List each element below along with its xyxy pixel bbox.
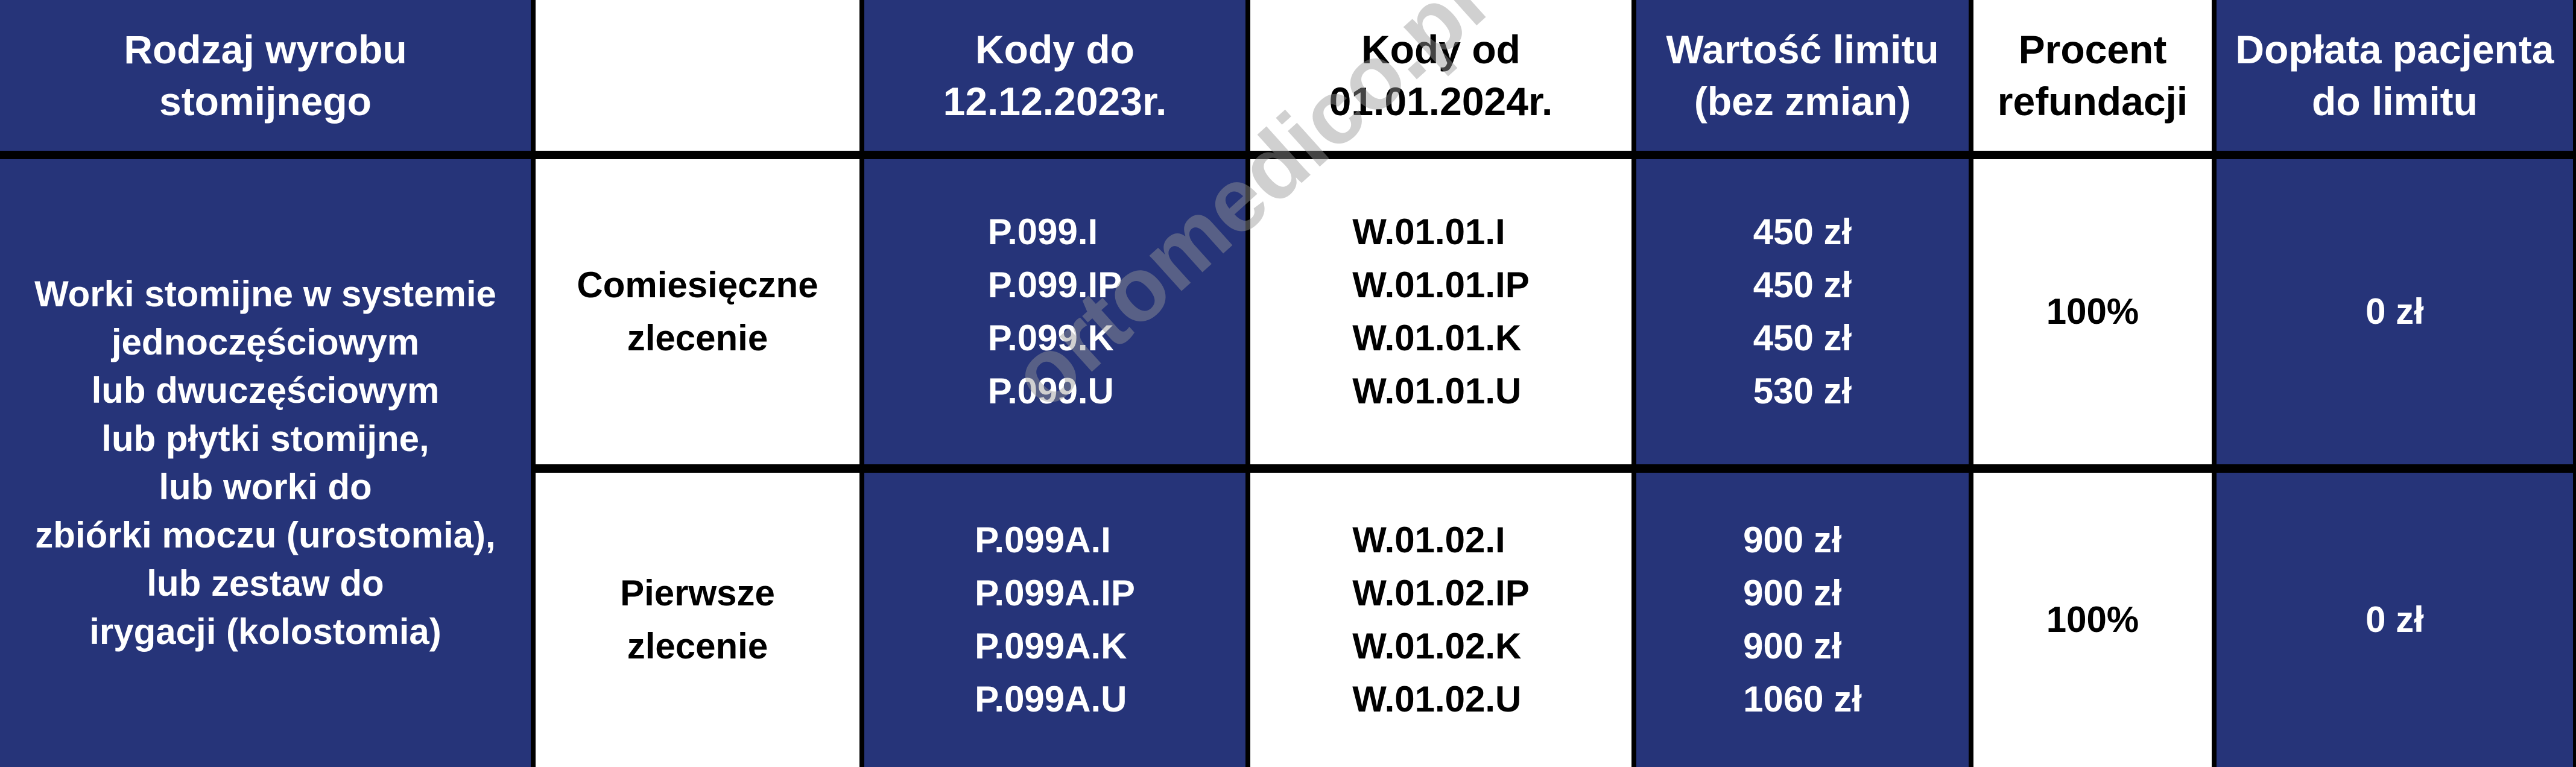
header-text: Rodzaj wyrobu	[124, 27, 407, 72]
code: W.01.01.I	[1352, 212, 1505, 252]
old-codes-monthly: P.099.I P.099.IP P.099.K P.099.U	[864, 159, 1245, 464]
header-text: 12.12.2023r.	[943, 79, 1167, 124]
header-text: Wartość limitu	[1666, 27, 1939, 72]
header-new-codes: Kody od 01.01.2024r.	[1250, 0, 1631, 151]
order-text: zlecenie	[627, 318, 768, 358]
header-text: 01.01.2024r.	[1329, 79, 1553, 124]
refund-monthly: 100%	[1973, 159, 2212, 464]
limit-value: 900 zł	[1743, 520, 1842, 560]
copay-value: 0 zł	[2366, 291, 2424, 332]
code: W.01.02.IP	[1352, 573, 1530, 613]
product-line: jednoczęściowym	[111, 322, 420, 362]
order-text: zlecenie	[627, 626, 768, 666]
refund-value: 100%	[2046, 599, 2139, 640]
code: W.01.01.K	[1352, 318, 1522, 358]
new-codes-monthly: W.01.01.I W.01.01.IP W.01.01.K W.01.01.U	[1250, 159, 1631, 464]
code: W.01.02.I	[1352, 520, 1505, 560]
order-type-first: Pierwsze zlecenie	[536, 473, 859, 767]
code: W.01.01.IP	[1352, 265, 1530, 305]
limit-value: 1060 zł	[1743, 679, 1862, 719]
header-limit: Wartość limitu (bez zmian)	[1636, 0, 1969, 151]
header-product-type: Rodzaj wyrobu stomijnego	[0, 0, 531, 151]
header-text: Kody od	[1361, 27, 1521, 72]
copay-first: 0 zł	[2217, 473, 2573, 767]
header-text: Kody do	[975, 27, 1135, 72]
header-text: Dopłata pacjenta	[2235, 27, 2554, 72]
limit-value: 530 zł	[1753, 371, 1852, 411]
header-text: refundacji	[1997, 79, 2188, 124]
header-text: do limitu	[2312, 79, 2478, 124]
code: P.099A.I	[975, 520, 1111, 560]
header-refund: Procent refundacji	[1973, 0, 2212, 151]
order-text: Comiesięczne	[577, 265, 818, 305]
code: P.099.U	[987, 371, 1114, 411]
copay-monthly: 0 zł	[2217, 159, 2573, 464]
order-text: Pierwsze	[620, 573, 775, 613]
refund-first: 100%	[1973, 473, 2212, 767]
limit-value: 900 zł	[1743, 573, 1842, 613]
order-type-monthly: Comiesięczne zlecenie	[536, 159, 859, 464]
code: P.099.K	[987, 318, 1114, 358]
header-text: stomijnego	[159, 79, 372, 124]
old-codes-first: P.099A.I P.099A.IP P.099A.K P.099A.U	[864, 473, 1245, 767]
product-line: lub płytki stomijne,	[101, 418, 429, 459]
limit-value: 450 zł	[1753, 212, 1852, 252]
code: P.099.I	[987, 212, 1098, 252]
product-line: zbiórki moczu (urostomia),	[35, 515, 496, 555]
copay-value: 0 zł	[2366, 599, 2424, 640]
new-codes-first: W.01.02.I W.01.02.IP W.01.02.K W.01.02.U	[1250, 473, 1631, 767]
code: W.01.01.U	[1352, 371, 1522, 411]
header-empty	[536, 0, 859, 151]
product-line: lub dwuczęściowym	[91, 370, 440, 411]
refund-value: 100%	[2046, 291, 2139, 332]
product-line: lub zestaw do	[147, 563, 384, 604]
code: W.01.02.U	[1352, 679, 1522, 719]
limit-value: 450 zł	[1753, 265, 1852, 305]
code: W.01.02.K	[1352, 626, 1522, 666]
code: P.099A.U	[975, 679, 1127, 719]
header-old-codes: Kody do 12.12.2023r.	[864, 0, 1245, 151]
limit-value: 450 zł	[1753, 318, 1852, 358]
limit-value: 900 zł	[1743, 626, 1842, 666]
product-line: lub worki do	[159, 467, 372, 507]
product-line: Worki stomijne w systemie	[34, 274, 496, 314]
product-line: irygacji (kolostomia)	[89, 611, 441, 652]
header-copay: Dopłata pacjenta do limitu	[2217, 0, 2573, 151]
product-description: Worki stomijne w systemie jednoczęściowy…	[0, 159, 531, 767]
header-text: (bez zmian)	[1694, 79, 1911, 124]
code: P.099.IP	[987, 265, 1122, 305]
code: P.099A.K	[975, 626, 1127, 666]
limits-monthly: 450 zł 450 zł 450 zł 530 zł	[1636, 159, 1969, 464]
header-text: Procent	[2018, 27, 2167, 72]
limits-first: 900 zł 900 zł 900 zł 1060 zł	[1636, 473, 1969, 767]
code: P.099A.IP	[975, 573, 1135, 613]
